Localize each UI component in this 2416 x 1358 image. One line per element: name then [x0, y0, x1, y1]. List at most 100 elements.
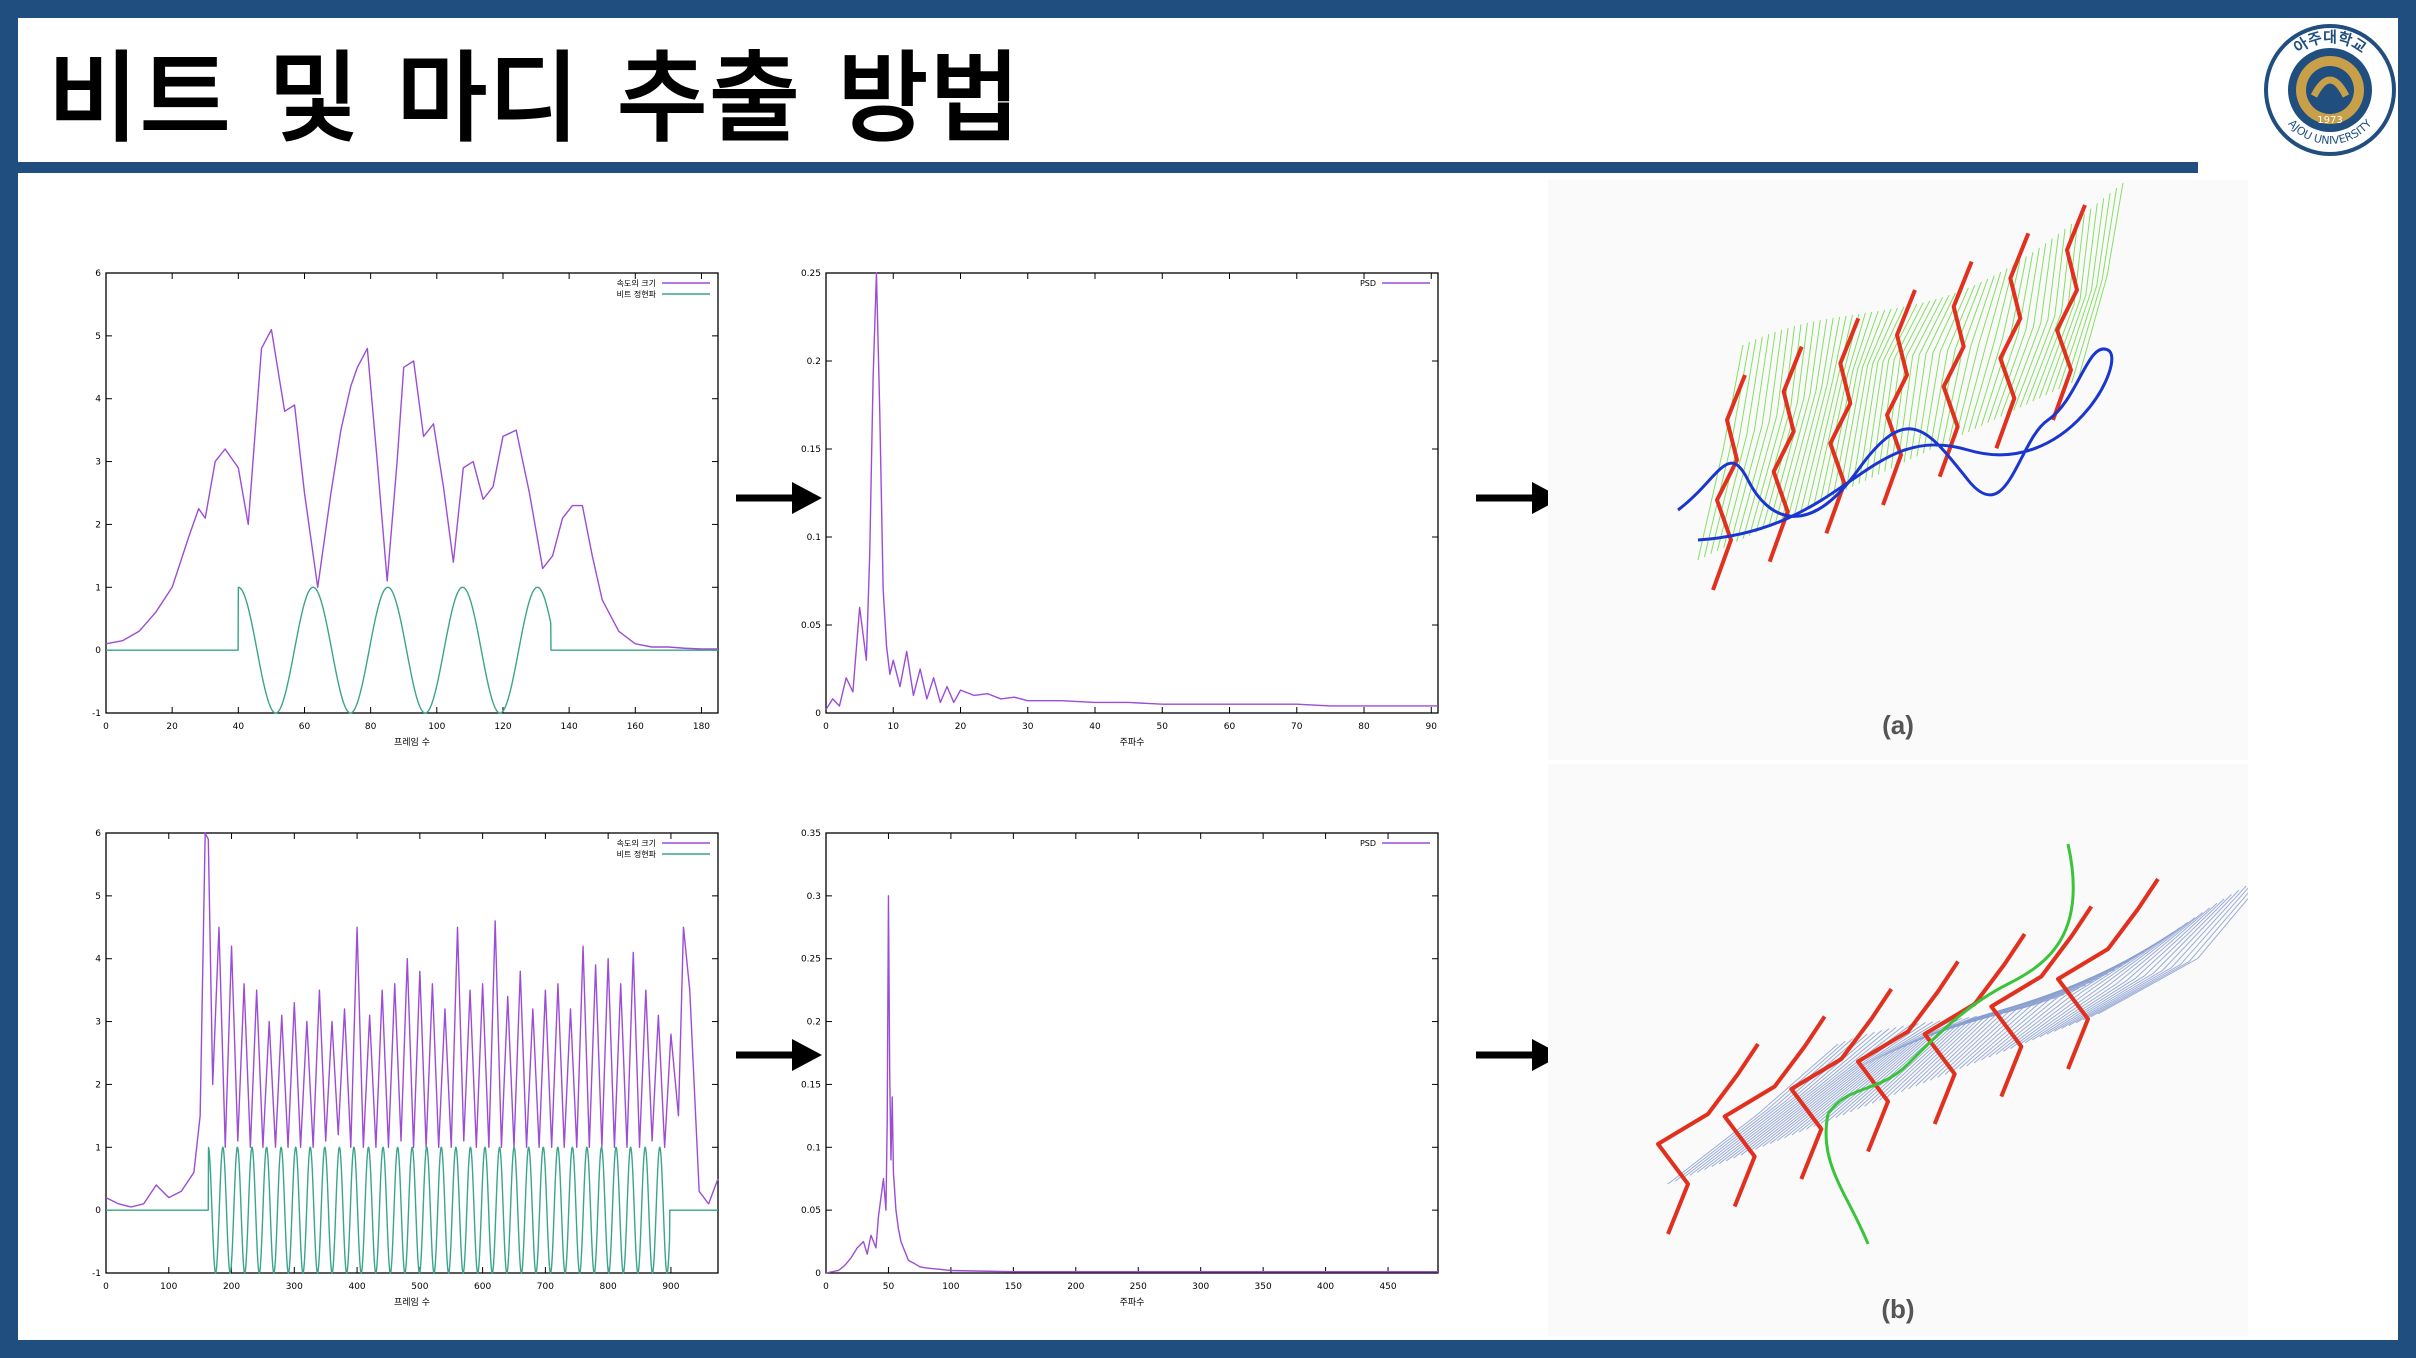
mesh-line — [2010, 926, 2181, 1049]
legend-label: 비트 정현파 — [617, 289, 657, 299]
y-tick-label: 2 — [95, 1080, 101, 1090]
series-line-velocity — [105, 328, 718, 650]
x-axis-label: 주파수 — [1120, 737, 1145, 748]
mesh-lines — [1667, 874, 2269, 1185]
legend-label: PSD — [1360, 279, 1376, 288]
skeleton-stroke — [1881, 289, 1917, 506]
x-tick-label: 40 — [233, 722, 245, 732]
mesh-line — [2068, 889, 2240, 1026]
mesh-line — [1749, 326, 1796, 536]
x-tick-label: 450 — [1379, 1282, 1396, 1292]
skeleton-stroke — [1711, 374, 1747, 591]
x-tick-label: 400 — [1317, 1282, 1334, 1292]
y-tick-label: 6 — [95, 829, 101, 839]
mesh-line — [2017, 921, 2189, 1047]
x-tick-label: 90 — [1426, 722, 1438, 732]
mesh-line — [1942, 278, 1989, 445]
mesh-line — [1832, 310, 1879, 497]
mesh-line — [2039, 907, 2211, 1038]
mesh-line — [1995, 936, 2167, 1055]
mesh-lines — [1697, 182, 2124, 561]
x-tick-label: 30 — [1022, 722, 1034, 732]
x-tick-label: 300 — [1192, 1282, 1209, 1292]
motion-figure-a: (a) — [1548, 180, 2248, 760]
mesh-line — [1674, 1040, 1846, 1182]
x-tick-label: 900 — [662, 1282, 679, 1292]
plot-frame — [825, 832, 1439, 1274]
mesh-line — [2002, 931, 2174, 1052]
legend-label: 비트 정현파 — [617, 849, 657, 859]
velocity-plot-b: 0 100 200 300 400 500 600 700 800 900-10123456프레임… — [92, 829, 719, 1308]
y-tick-label: 1 — [95, 1143, 101, 1153]
x-tick-label: 120 — [494, 722, 511, 732]
mesh-line — [1935, 281, 1982, 448]
mesh-line — [1839, 309, 1886, 493]
y-tick-label: 0.25 — [801, 269, 821, 279]
y-tick-label: -1 — [92, 1269, 101, 1279]
mesh-line — [1787, 317, 1834, 518]
mesh-line — [2006, 238, 2053, 414]
legend-label: 속도의 크기 — [617, 278, 656, 288]
skeleton-stroke — [1937, 260, 1974, 478]
mesh-line — [1807, 314, 1853, 509]
mesh-line — [2038, 213, 2085, 399]
skeleton-trajectory-render-b — [1656, 843, 2269, 1245]
mesh-line — [1980, 256, 2027, 426]
mesh-line — [1742, 327, 1789, 539]
logo-year: 1973 — [2317, 115, 2342, 126]
skeleton-trajectory-render-a — [1677, 182, 2124, 591]
x-tick-label: 160 — [627, 722, 644, 732]
mesh-line — [1761, 322, 1808, 530]
mesh-line — [1819, 312, 1866, 503]
skeleton-stroke — [1989, 905, 2093, 1098]
mesh-line — [1689, 1035, 1861, 1176]
y-tick-label: 0.2 — [807, 1018, 821, 1028]
mesh-line — [2071, 187, 2118, 384]
arrow-right-icon — [1476, 482, 1562, 514]
x-tick-label: 250 — [1130, 1282, 1147, 1292]
y-tick-label: 0.25 — [801, 955, 821, 965]
y-tick-label: 4 — [95, 955, 101, 965]
x-tick-label: 200 — [1067, 1282, 1084, 1292]
mesh-line — [1768, 321, 1815, 527]
mesh-line — [2064, 193, 2111, 387]
slide-title: 비트 및 마디 추출 방법 — [48, 42, 1022, 156]
title-underline — [18, 162, 2198, 173]
skeleton-stroke — [1722, 1015, 1827, 1208]
mesh-line — [1774, 320, 1821, 524]
mesh-line — [1845, 308, 1892, 490]
skeleton-stroke — [2056, 877, 2160, 1070]
mesh-line — [2051, 203, 2098, 393]
mesh-line — [1781, 318, 1828, 521]
y-tick-label: 6 — [95, 269, 101, 279]
x-tick-label: 100 — [160, 1282, 177, 1292]
mesh-line — [1697, 344, 1744, 561]
y-tick-label: 3 — [95, 1018, 101, 1028]
mesh-line — [2046, 902, 2218, 1035]
mesh-line — [1710, 339, 1757, 555]
mesh-line — [1922, 287, 1969, 454]
skeleton-stroke — [1767, 345, 1804, 563]
mesh-line — [1736, 329, 1783, 542]
y-tick-label: 0.1 — [807, 533, 821, 543]
mesh-line — [1769, 1020, 1941, 1145]
y-tick-label: 0.15 — [801, 445, 821, 455]
x-tick-label: 140 — [561, 722, 578, 732]
mesh-line — [1682, 1038, 1853, 1179]
mesh-line — [1916, 290, 1963, 457]
x-tick-label: 50 — [883, 1282, 895, 1292]
slide: 비트 및 마디 추출 방법 아주대학교 AJOU UNIVERSITY 1973… — [18, 18, 2398, 1340]
x-tick-label: 20 — [166, 722, 178, 732]
x-tick-label: 100 — [942, 1282, 959, 1292]
mesh-line — [1667, 1043, 1839, 1185]
x-tick-label: 60 — [1224, 722, 1236, 732]
mesh-line — [1762, 1021, 1934, 1147]
mesh-line — [1858, 306, 1905, 484]
mesh-line — [2019, 228, 2066, 408]
plot-frame — [105, 272, 719, 714]
mesh-line — [1886, 996, 2057, 1098]
x-tick-label: 500 — [411, 1282, 428, 1292]
mesh-line — [1929, 284, 1976, 451]
x-tick-label: 300 — [286, 1282, 303, 1292]
